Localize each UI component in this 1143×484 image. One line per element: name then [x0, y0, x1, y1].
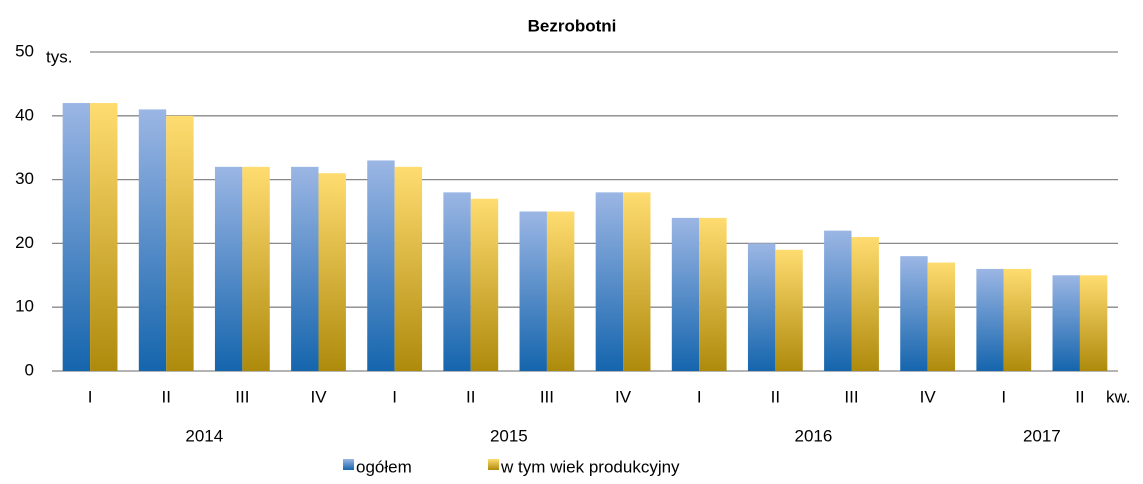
x-tick-label: IV — [615, 387, 632, 406]
bar — [699, 217, 727, 371]
bar — [443, 192, 471, 371]
y-tick-label: 20 — [15, 233, 34, 252]
bar — [1003, 268, 1032, 371]
bar — [671, 217, 700, 371]
legend-label: w tym wiek produkcyjny — [500, 457, 680, 476]
bar — [519, 211, 547, 371]
legend-swatch — [343, 459, 354, 470]
bar — [318, 173, 346, 371]
x-tick-label: II — [161, 387, 170, 406]
bar — [90, 103, 118, 371]
y-tick-label: 50 — [15, 41, 34, 60]
x-tick-label: I — [392, 387, 397, 406]
bar — [775, 249, 803, 371]
x-tick-label: IV — [310, 387, 327, 406]
bar — [166, 115, 194, 371]
x-unit: kw. — [1106, 387, 1131, 406]
bar — [927, 262, 956, 371]
bar — [291, 166, 319, 371]
bar — [367, 160, 395, 371]
bar — [1079, 275, 1108, 371]
y-tick-label: 40 — [15, 105, 34, 124]
y-tick-label: 0 — [25, 360, 34, 379]
x-tick-label: IV — [920, 387, 937, 406]
y-unit: tys. — [46, 47, 72, 66]
bar — [595, 192, 624, 371]
x-tick-label: III — [540, 387, 554, 406]
bar — [242, 166, 270, 371]
bar — [1052, 275, 1080, 371]
year-label: 2017 — [1023, 426, 1061, 445]
bar — [623, 192, 651, 371]
x-tick-label: II — [466, 387, 475, 406]
bar — [900, 256, 928, 371]
x-tick-label: I — [88, 387, 93, 406]
bar — [747, 243, 776, 371]
year-label: 2014 — [185, 426, 223, 445]
bar — [824, 230, 852, 371]
bar — [214, 166, 243, 371]
bar — [394, 166, 423, 371]
bar — [546, 211, 575, 371]
x-tick-label: II — [1075, 387, 1084, 406]
bar — [851, 237, 879, 371]
year-label: 2016 — [795, 426, 833, 445]
bar — [470, 198, 499, 371]
x-tick-label: II — [771, 387, 780, 406]
x-tick-label: III — [844, 387, 858, 406]
y-tick-label: 30 — [15, 169, 34, 188]
x-tick-label: III — [235, 387, 249, 406]
x-tick-label: I — [697, 387, 702, 406]
y-tick-label: 10 — [15, 297, 34, 316]
x-tick-label: I — [1001, 387, 1006, 406]
chart-title: Bezrobotni — [528, 16, 617, 35]
year-label: 2015 — [490, 426, 528, 445]
bar — [138, 109, 167, 372]
legend-swatch — [488, 459, 499, 470]
legend-label: ogółem — [356, 457, 412, 476]
bar — [976, 268, 1004, 371]
bar — [62, 103, 91, 371]
